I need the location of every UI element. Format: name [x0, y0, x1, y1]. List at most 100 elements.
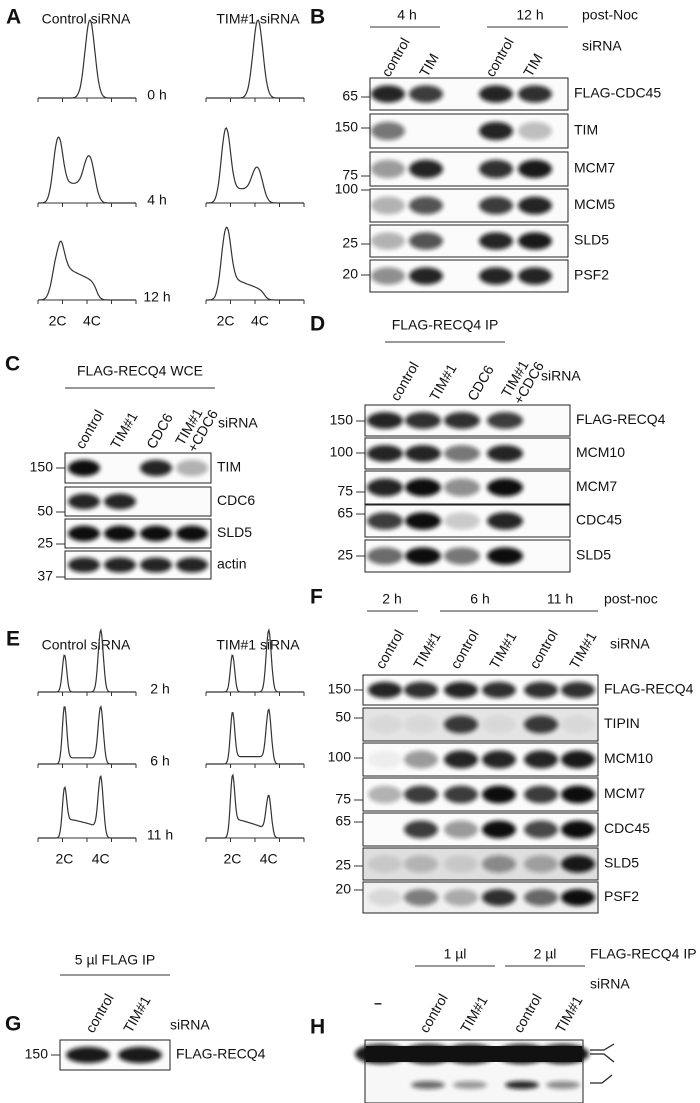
blot-strip — [362, 777, 599, 812]
band — [176, 557, 208, 573]
band — [524, 820, 558, 839]
lane-title: siRNA — [610, 636, 650, 652]
band — [411, 1081, 445, 1089]
band — [524, 750, 558, 769]
group-label: 2 h — [382, 591, 401, 607]
band — [479, 267, 513, 285]
band — [104, 493, 136, 510]
band — [371, 232, 405, 250]
panel-header: FLAG-RECQ4 IP — [590, 946, 697, 962]
band — [561, 820, 595, 839]
band — [487, 478, 523, 497]
dna-label: 2C — [224, 851, 242, 867]
group-title: post-Noc — [582, 7, 638, 23]
column-title: TIM#1 siRNA — [216, 11, 300, 27]
band — [404, 715, 438, 734]
blot-label: MCM10 — [576, 444, 625, 460]
mw-marker: 150 — [25, 1046, 49, 1062]
band — [561, 855, 595, 873]
band — [518, 267, 552, 285]
mw-marker: 100 — [335, 181, 359, 197]
band — [487, 512, 523, 530]
band — [482, 715, 516, 734]
band — [524, 681, 558, 699]
band — [404, 681, 438, 699]
band — [444, 512, 480, 530]
histogram-curve — [38, 240, 136, 301]
band — [487, 445, 523, 462]
band — [409, 196, 443, 215]
lane-title: siRNA — [170, 1017, 210, 1033]
blot-strip — [362, 881, 599, 914]
lane-label: control — [372, 627, 407, 671]
histogram-curve — [38, 775, 136, 839]
panel-letter: E — [6, 628, 20, 651]
dna-label: 4C — [92, 851, 110, 867]
blot-label: PSF2 — [604, 888, 639, 904]
blot-label: TIM — [217, 459, 241, 475]
band — [546, 1081, 580, 1089]
product-symbol — [590, 1074, 613, 1084]
lane-label: CDC6 — [464, 362, 497, 403]
band — [409, 85, 443, 103]
group-title: post-noc — [604, 591, 658, 607]
band — [404, 785, 438, 804]
panel-header: 5 µl FLAG IP — [75, 952, 155, 968]
group-label: 11 h — [547, 591, 573, 607]
band — [368, 889, 402, 906]
band — [487, 547, 523, 565]
band — [367, 547, 403, 565]
panel-letter: D — [310, 313, 325, 336]
band — [368, 855, 402, 873]
panel-header: FLAG-RECQ4 WCE — [77, 363, 203, 379]
band — [561, 750, 595, 769]
blot-label: CDC6 — [217, 492, 255, 508]
time-label: 11 h — [147, 827, 173, 843]
band — [368, 681, 402, 699]
band — [404, 820, 438, 839]
lane-label: control — [510, 991, 545, 1035]
band — [366, 1046, 582, 1062]
band — [524, 715, 558, 734]
mw-marker: 150 — [330, 412, 354, 428]
blot-label: TIM — [574, 122, 598, 138]
lane-label: TIM#1 — [410, 629, 444, 672]
band — [561, 785, 595, 804]
lane-title: siRNA — [582, 38, 622, 54]
mw-marker: 50 — [37, 503, 53, 519]
lane-label: TIM — [520, 50, 546, 79]
histogram-curve — [206, 708, 304, 765]
lane-label: control — [72, 407, 107, 451]
band — [368, 715, 402, 734]
band — [444, 412, 480, 429]
band — [444, 547, 480, 565]
band — [524, 889, 558, 906]
blot-label: SLD5 — [604, 855, 639, 871]
mw-marker: 37 — [37, 568, 53, 584]
histogram-curve — [206, 127, 304, 204]
lane-label: TIM — [416, 50, 442, 79]
band — [404, 889, 438, 906]
dna-label: 2C — [49, 313, 67, 329]
mw-marker: 50 — [335, 709, 351, 725]
blot-label: TIPIN — [604, 715, 640, 731]
band — [176, 459, 208, 477]
histogram-curve — [206, 773, 304, 839]
mw-marker: 65 — [337, 505, 353, 521]
blot-strip — [362, 742, 599, 777]
lane-label: TIM#1 — [426, 361, 460, 404]
lane-label: TIM#1 — [552, 993, 586, 1036]
band — [68, 525, 100, 542]
histogram-curve — [38, 136, 136, 204]
band — [518, 121, 552, 141]
time-label: 2 h — [150, 681, 169, 697]
band — [367, 445, 403, 462]
blot-label: MCM7 — [604, 785, 645, 801]
lane-label: control — [526, 627, 561, 671]
blot-label: MCM7 — [576, 478, 617, 494]
band — [371, 267, 405, 285]
panel-letter: C — [5, 353, 20, 376]
lane-title: siRNA — [218, 415, 258, 431]
group-label: 12 h — [516, 7, 543, 23]
